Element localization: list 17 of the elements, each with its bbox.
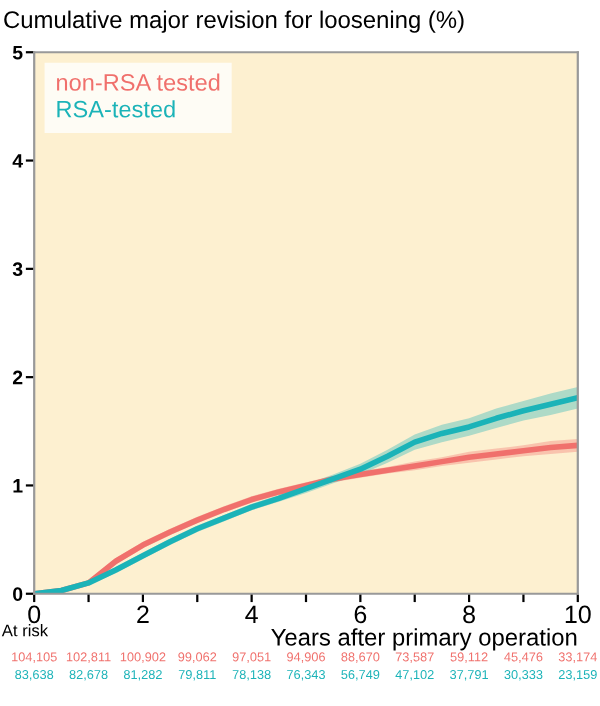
chart-title: Cumulative major revision for loosening (%): [4, 10, 464, 33]
text: At risk: [1, 624, 49, 637]
y-tick-label: 2: [12, 370, 23, 385]
y-tick-label: 3: [12, 262, 23, 277]
x-tick-label: 6: [354, 605, 367, 624]
y-tick-label: 5: [12, 45, 23, 60]
x-tick-label: 8: [463, 605, 475, 624]
x-tick-label: 2: [137, 605, 149, 623]
x-tick-label: 10: [565, 605, 591, 624]
y-tick-label: 4: [12, 154, 23, 168]
x-axis-title: Years after primary operation: [271, 628, 577, 651]
y-tick-label: 1: [13, 479, 23, 493]
text: non-RSA tested: [57, 73, 220, 91]
x-tick-label: 0: [28, 605, 41, 624]
x-tick-label: 4: [245, 605, 258, 623]
y-tick-label: 0: [13, 587, 23, 601]
text: RSA-tested: [57, 100, 175, 118]
